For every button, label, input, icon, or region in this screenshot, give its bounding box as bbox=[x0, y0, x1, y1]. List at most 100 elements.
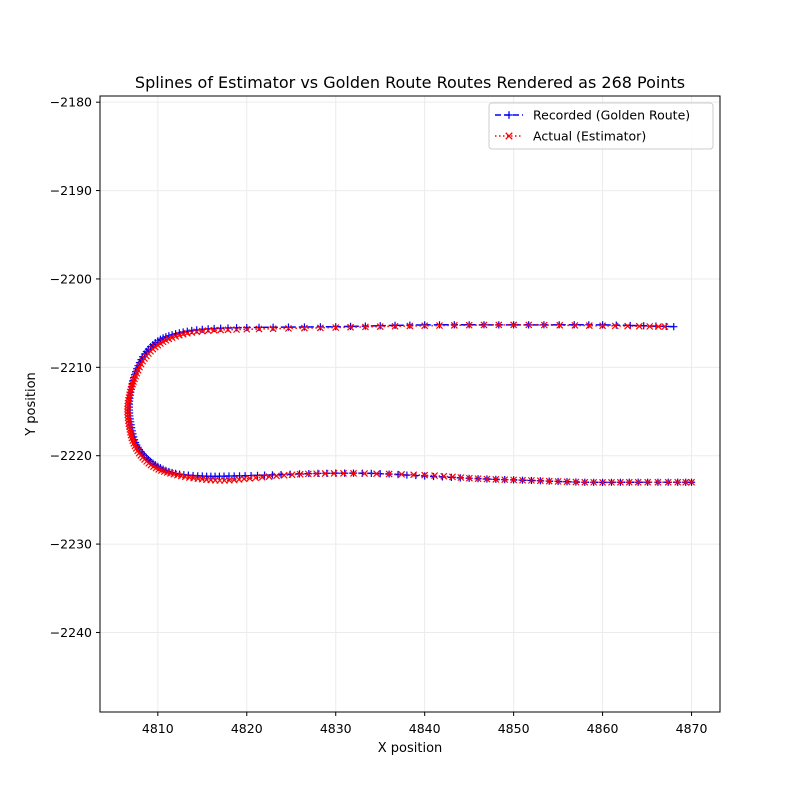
data-point bbox=[300, 323, 309, 331]
data-point bbox=[634, 478, 642, 486]
data-point bbox=[255, 325, 263, 333]
series-line bbox=[128, 324, 692, 484]
data-point bbox=[255, 323, 263, 331]
data-point bbox=[563, 478, 571, 486]
data-point bbox=[284, 323, 293, 331]
data-point bbox=[654, 323, 662, 331]
data-point bbox=[495, 321, 503, 329]
data-point bbox=[646, 322, 654, 330]
x-tick-label: 4830 bbox=[320, 721, 352, 736]
data-point bbox=[332, 323, 340, 331]
y-tick-label: −2190 bbox=[50, 183, 92, 198]
grid bbox=[100, 96, 720, 712]
data-point bbox=[217, 326, 225, 334]
data-point bbox=[536, 477, 544, 485]
data-point bbox=[525, 321, 533, 329]
data-point bbox=[545, 477, 553, 485]
data-point bbox=[480, 321, 488, 329]
data-point bbox=[483, 475, 491, 483]
data-point bbox=[265, 473, 273, 481]
legend-marker bbox=[505, 111, 513, 119]
data-point bbox=[421, 321, 429, 329]
legend-label: Actual (Estimator) bbox=[533, 129, 646, 144]
data-point bbox=[519, 476, 527, 484]
data-point bbox=[406, 321, 414, 329]
data-point bbox=[296, 470, 304, 478]
y-tick-label: −2200 bbox=[50, 271, 92, 286]
data-point bbox=[421, 322, 429, 330]
legend-label: Recorded (Golden Route) bbox=[533, 108, 690, 123]
data-point bbox=[421, 472, 429, 480]
plot-series bbox=[124, 321, 696, 486]
data-point bbox=[330, 469, 338, 477]
data-point bbox=[124, 405, 132, 413]
data-point bbox=[465, 321, 473, 329]
data-point bbox=[572, 478, 580, 486]
series-recorded bbox=[125, 321, 696, 486]
data-point bbox=[571, 321, 579, 329]
data-point bbox=[340, 469, 347, 477]
data-point bbox=[436, 322, 443, 330]
x-tick-label: 4810 bbox=[142, 721, 174, 736]
y-tick-label: −2220 bbox=[50, 448, 92, 463]
data-point bbox=[510, 476, 518, 484]
data-point bbox=[624, 322, 632, 330]
data-point bbox=[440, 472, 448, 480]
data-point bbox=[398, 470, 406, 478]
data-point bbox=[243, 325, 251, 333]
data-point bbox=[599, 478, 607, 486]
data-point bbox=[556, 321, 564, 329]
data-point bbox=[664, 478, 672, 486]
x-tick-label: 4850 bbox=[498, 721, 530, 736]
data-point bbox=[625, 478, 633, 486]
data-point bbox=[373, 470, 381, 478]
data-point bbox=[269, 323, 277, 331]
data-point bbox=[124, 402, 132, 410]
data-point bbox=[361, 470, 369, 477]
data-point bbox=[391, 322, 399, 330]
data-point bbox=[391, 321, 399, 329]
data-point bbox=[540, 321, 548, 329]
plot-frame bbox=[99, 95, 721, 713]
data-point bbox=[585, 322, 593, 330]
data-point bbox=[501, 476, 509, 484]
data-point bbox=[361, 323, 369, 331]
data-point bbox=[465, 474, 473, 482]
data-point bbox=[385, 470, 393, 478]
x-tick-label: 4840 bbox=[409, 721, 441, 736]
data-point bbox=[252, 474, 260, 482]
data-point bbox=[316, 323, 324, 331]
legend: Recorded (Golden Route) Actual (Estimator… bbox=[488, 102, 714, 150]
legend-box bbox=[488, 102, 714, 150]
data-point bbox=[682, 478, 690, 486]
data-point bbox=[284, 324, 292, 332]
data-point bbox=[510, 321, 518, 329]
data-point bbox=[300, 324, 308, 332]
data-point bbox=[457, 474, 465, 482]
data-point bbox=[406, 322, 414, 330]
data-point bbox=[581, 478, 589, 486]
data-point bbox=[350, 469, 357, 477]
data-point bbox=[654, 478, 662, 486]
data-point bbox=[304, 470, 312, 478]
y-axis-label: Y position bbox=[24, 372, 39, 437]
data-point bbox=[616, 478, 624, 486]
data-point bbox=[273, 472, 280, 480]
data-point bbox=[280, 471, 288, 479]
data-point bbox=[670, 323, 678, 331]
data-point bbox=[421, 471, 429, 479]
data-point bbox=[269, 325, 277, 333]
x-axis-ticks: 4810 4820 4830 4840 4850 4860 4870 bbox=[142, 712, 707, 736]
data-point bbox=[233, 326, 241, 334]
data-point bbox=[410, 471, 418, 479]
data-point bbox=[450, 321, 458, 329]
data-point bbox=[376, 323, 384, 331]
series-line bbox=[126, 324, 692, 484]
y-tick-label: −2240 bbox=[50, 625, 92, 640]
data-point bbox=[661, 323, 669, 331]
legend-marker bbox=[505, 132, 513, 140]
data-point bbox=[688, 478, 696, 486]
data-point bbox=[527, 476, 535, 484]
